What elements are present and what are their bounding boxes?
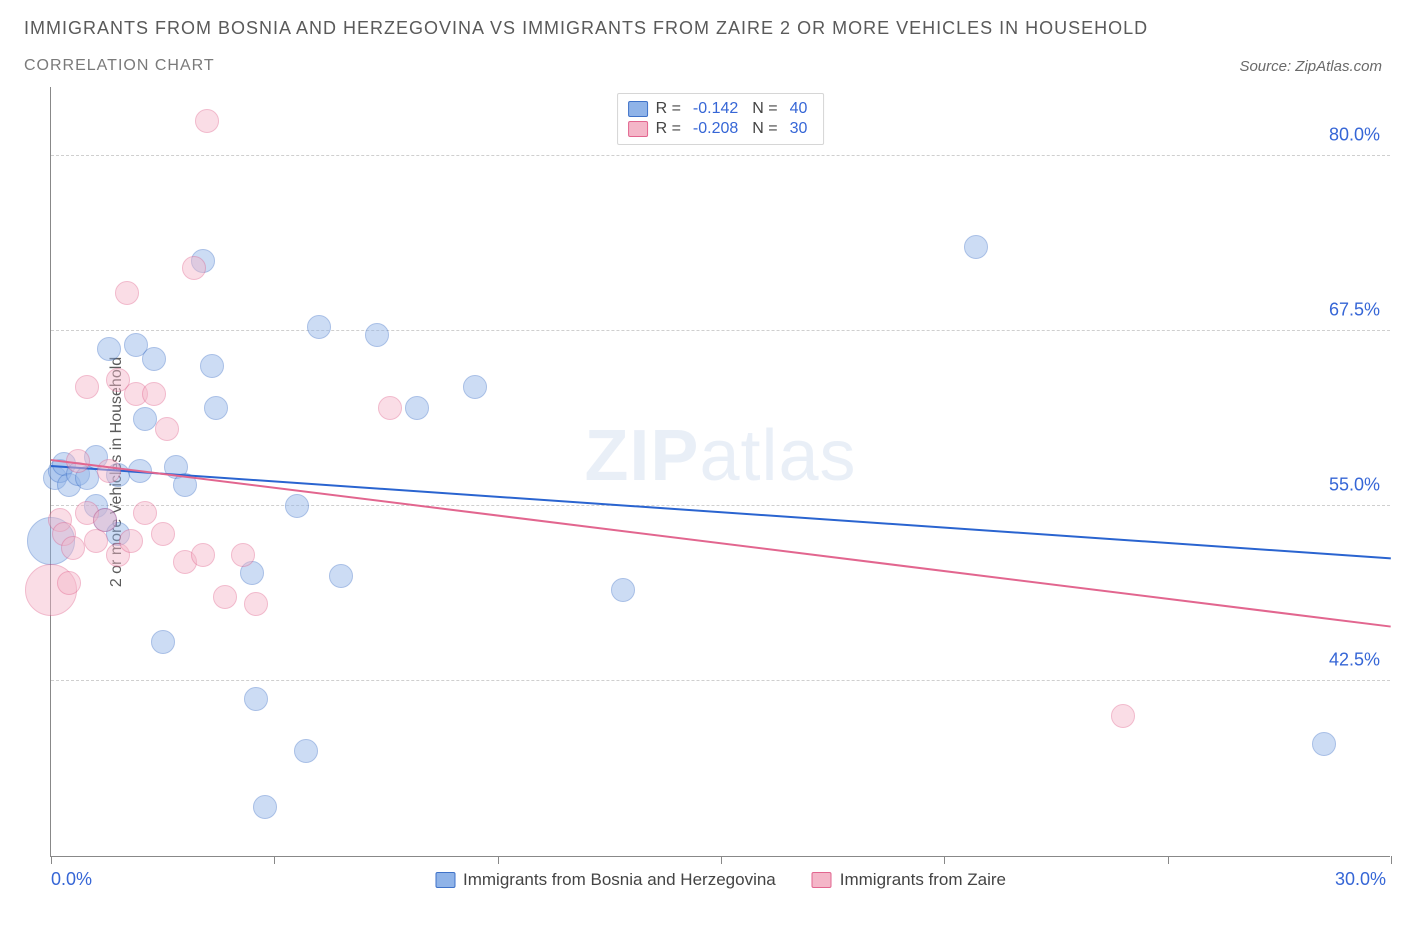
data-point [213, 585, 237, 609]
data-point [405, 396, 429, 420]
series-swatch [435, 872, 455, 888]
source-label: Source: ZipAtlas.com [1239, 58, 1382, 75]
legend-item: Immigrants from Bosnia and Herzegovina [435, 870, 776, 890]
data-point [142, 382, 166, 406]
data-point [155, 417, 179, 441]
x-min-label: 0.0% [51, 869, 92, 890]
gridline [51, 330, 1390, 331]
data-point [285, 494, 309, 518]
stats-row: R =-0.142N =40 [628, 100, 814, 118]
series-legend: Immigrants from Bosnia and Herzegovina Im… [435, 870, 1006, 890]
data-point [119, 529, 143, 553]
gridline [51, 505, 1390, 506]
data-point [182, 256, 206, 280]
y-tick-label: 80.0% [1329, 125, 1380, 146]
y-tick-label: 55.0% [1329, 475, 1380, 496]
data-point [329, 564, 353, 588]
series-swatch [628, 101, 648, 117]
data-point [191, 543, 215, 567]
data-point [142, 347, 166, 371]
data-point [1111, 704, 1135, 728]
x-tick [498, 856, 499, 864]
data-point [378, 396, 402, 420]
data-point [115, 281, 139, 305]
data-point [195, 109, 219, 133]
data-point [97, 337, 121, 361]
data-point [200, 354, 224, 378]
data-point [1312, 732, 1336, 756]
data-point [244, 687, 268, 711]
data-point [611, 578, 635, 602]
trend-line [51, 465, 1391, 559]
chart-subtitle: CORRELATION CHART [24, 57, 1148, 75]
data-point [964, 235, 988, 259]
plot-area: ZIPatlas R =-0.142N =40R =-0.208N =30 Im… [50, 87, 1390, 857]
data-point [151, 630, 175, 654]
watermark: ZIPatlas [584, 415, 856, 497]
chart-title: IMMIGRANTS FROM BOSNIA AND HERZEGOVINA V… [24, 18, 1148, 39]
gridline [51, 155, 1390, 156]
stats-legend: R =-0.142N =40 R =-0.208N =30 [617, 93, 825, 145]
data-point [57, 571, 81, 595]
data-point [231, 543, 255, 567]
x-tick [51, 856, 52, 864]
data-point [151, 522, 175, 546]
data-point [244, 592, 268, 616]
data-point [204, 396, 228, 420]
data-point [61, 536, 85, 560]
series-swatch [628, 121, 648, 137]
data-point [133, 407, 157, 431]
data-point [97, 459, 121, 483]
legend-item: Immigrants from Zaire [812, 870, 1006, 890]
data-point [294, 739, 318, 763]
data-point [133, 501, 157, 525]
data-point [84, 529, 108, 553]
data-point [75, 375, 99, 399]
data-point [93, 508, 117, 532]
data-point [253, 795, 277, 819]
gridline [51, 680, 1390, 681]
x-tick [721, 856, 722, 864]
stats-row: R =-0.208N =30 [628, 120, 814, 138]
y-tick-label: 42.5% [1329, 650, 1380, 671]
correlation-chart: 2 or more Vehicles in Household ZIPatlas… [24, 87, 1382, 857]
x-max-label: 30.0% [1335, 869, 1386, 890]
data-point [307, 315, 331, 339]
y-tick-label: 67.5% [1329, 300, 1380, 321]
data-point [463, 375, 487, 399]
x-tick [944, 856, 945, 864]
x-tick [1168, 856, 1169, 864]
x-tick [1391, 856, 1392, 864]
series-swatch [812, 872, 832, 888]
x-tick [274, 856, 275, 864]
data-point [365, 323, 389, 347]
